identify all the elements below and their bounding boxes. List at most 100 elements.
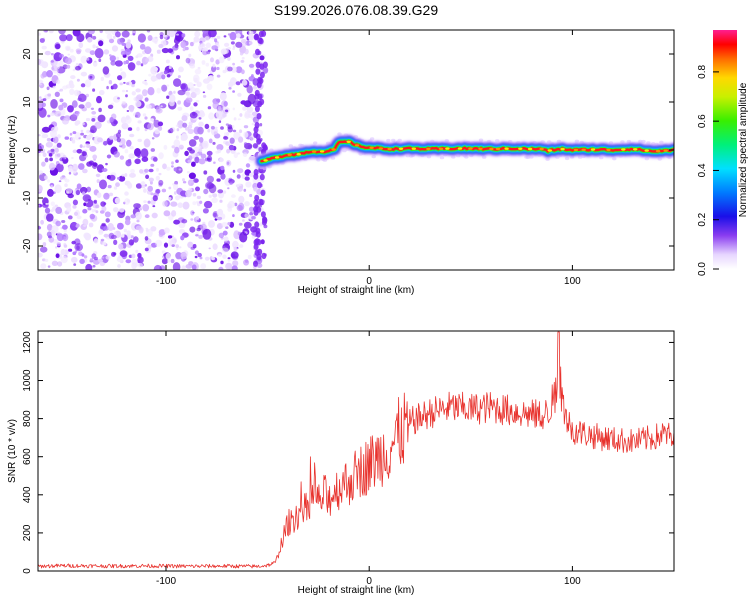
- noise-speck: [252, 143, 258, 149]
- noise-speck: [95, 46, 99, 49]
- noise-speck: [173, 139, 181, 148]
- noise-speck: [42, 152, 47, 157]
- noise-speck: [255, 231, 261, 238]
- noise-speck: [124, 219, 131, 226]
- ridge-peak: [387, 147, 392, 151]
- colorbar: 0.0 0.2 0.4 0.6 0.8 Normalized spectral ampl…: [697, 30, 749, 276]
- noise-speck: [239, 52, 244, 56]
- noise-speck: [232, 107, 235, 111]
- noise-speck: [115, 31, 121, 38]
- halo-speck: [641, 139, 646, 144]
- noise-speck: [248, 41, 253, 45]
- noise-speck: [231, 265, 238, 270]
- noise-speck: [174, 146, 180, 154]
- noise-speck: [189, 149, 195, 154]
- noise-speck: [83, 202, 87, 207]
- ridge-peak: [644, 149, 649, 152]
- noise-speck: [202, 50, 208, 56]
- noise-speck: [130, 33, 133, 36]
- noise-speck: [71, 222, 77, 227]
- noise-speck: [99, 179, 107, 190]
- noise-speck: [91, 111, 97, 115]
- noise-speck: [166, 84, 170, 87]
- noise-speck: [73, 263, 77, 266]
- noise-speck: [165, 252, 171, 260]
- noise-speck: [158, 43, 164, 49]
- noise-speck: [216, 178, 221, 182]
- noise-speck: [106, 154, 112, 159]
- noise-speck: [52, 69, 59, 74]
- noise-speck: [54, 91, 60, 98]
- noise-speck: [257, 100, 263, 108]
- noise-speck: [112, 83, 118, 90]
- noise-speck: [235, 184, 240, 188]
- noise-speck: [208, 74, 215, 82]
- noise-speck: [252, 85, 258, 90]
- noise-speck: [205, 42, 211, 49]
- noise-speck: [134, 100, 142, 108]
- noise-speck: [199, 200, 203, 204]
- noise-speck: [140, 63, 144, 67]
- noise-speck: [116, 132, 121, 139]
- noise-speck: [38, 233, 43, 241]
- noise-speck: [105, 255, 111, 260]
- noise-speck: [52, 85, 56, 89]
- ridge-peak: [319, 150, 325, 153]
- halo-speck: [478, 138, 484, 142]
- noise-speck: [233, 152, 238, 159]
- noise-speck: [145, 174, 150, 179]
- noise-speck: [99, 261, 106, 266]
- ridge-peaks: [263, 140, 668, 162]
- noise-speck: [168, 197, 172, 200]
- noise-speck: [126, 139, 132, 147]
- noise-speck: [152, 195, 158, 202]
- ridge-peak: [411, 147, 416, 150]
- noise-speck: [216, 208, 224, 216]
- noise-speck: [72, 205, 77, 209]
- ridge-peak: [527, 147, 533, 151]
- noise-speck: [185, 91, 190, 96]
- noise-speck: [38, 58, 42, 65]
- noise-speck: [259, 123, 263, 127]
- noise-speck: [159, 103, 167, 109]
- noise-speck: [83, 255, 88, 259]
- noise-speck: [42, 98, 47, 102]
- noise-speck: [52, 136, 59, 144]
- noise-speck: [155, 239, 163, 247]
- noise-speck: [181, 219, 188, 224]
- noise-speck: [51, 232, 56, 237]
- noise-speck: [50, 60, 54, 63]
- noise-speck: [121, 173, 125, 177]
- noise-speck: [107, 104, 114, 110]
- noise-speck: [121, 89, 126, 93]
- noise-speck: [58, 30, 66, 35]
- noise-speck: [86, 144, 91, 148]
- noise-speck: [205, 181, 214, 190]
- noise-speck: [237, 92, 242, 97]
- noise-speck: [182, 178, 185, 182]
- noise-speck: [161, 258, 168, 265]
- noise-speck: [114, 197, 121, 204]
- noise-speck: [220, 126, 224, 130]
- noise-speck: [133, 203, 141, 209]
- noise-speck: [216, 35, 221, 40]
- spectrogram-y-tick-label: -20: [22, 238, 33, 253]
- noise-speck: [125, 159, 132, 167]
- noise-speck: [174, 30, 178, 33]
- noise-speck: [193, 135, 200, 140]
- noise-speck: [208, 247, 211, 250]
- noise-speck: [47, 265, 51, 268]
- halo-speck: [426, 155, 432, 159]
- noise-speck: [54, 184, 62, 194]
- noise-speck: [242, 219, 245, 222]
- noise-speck: [187, 179, 195, 187]
- noise-speck: [225, 123, 229, 126]
- noise-speck: [125, 41, 132, 49]
- noise-speck: [101, 168, 108, 172]
- noise-speck: [169, 94, 176, 103]
- noise-speck: [211, 45, 218, 51]
- noise-speck: [132, 33, 136, 36]
- halo-speck: [495, 139, 500, 143]
- noise-speck: [123, 81, 126, 84]
- noise-speck: [82, 145, 86, 148]
